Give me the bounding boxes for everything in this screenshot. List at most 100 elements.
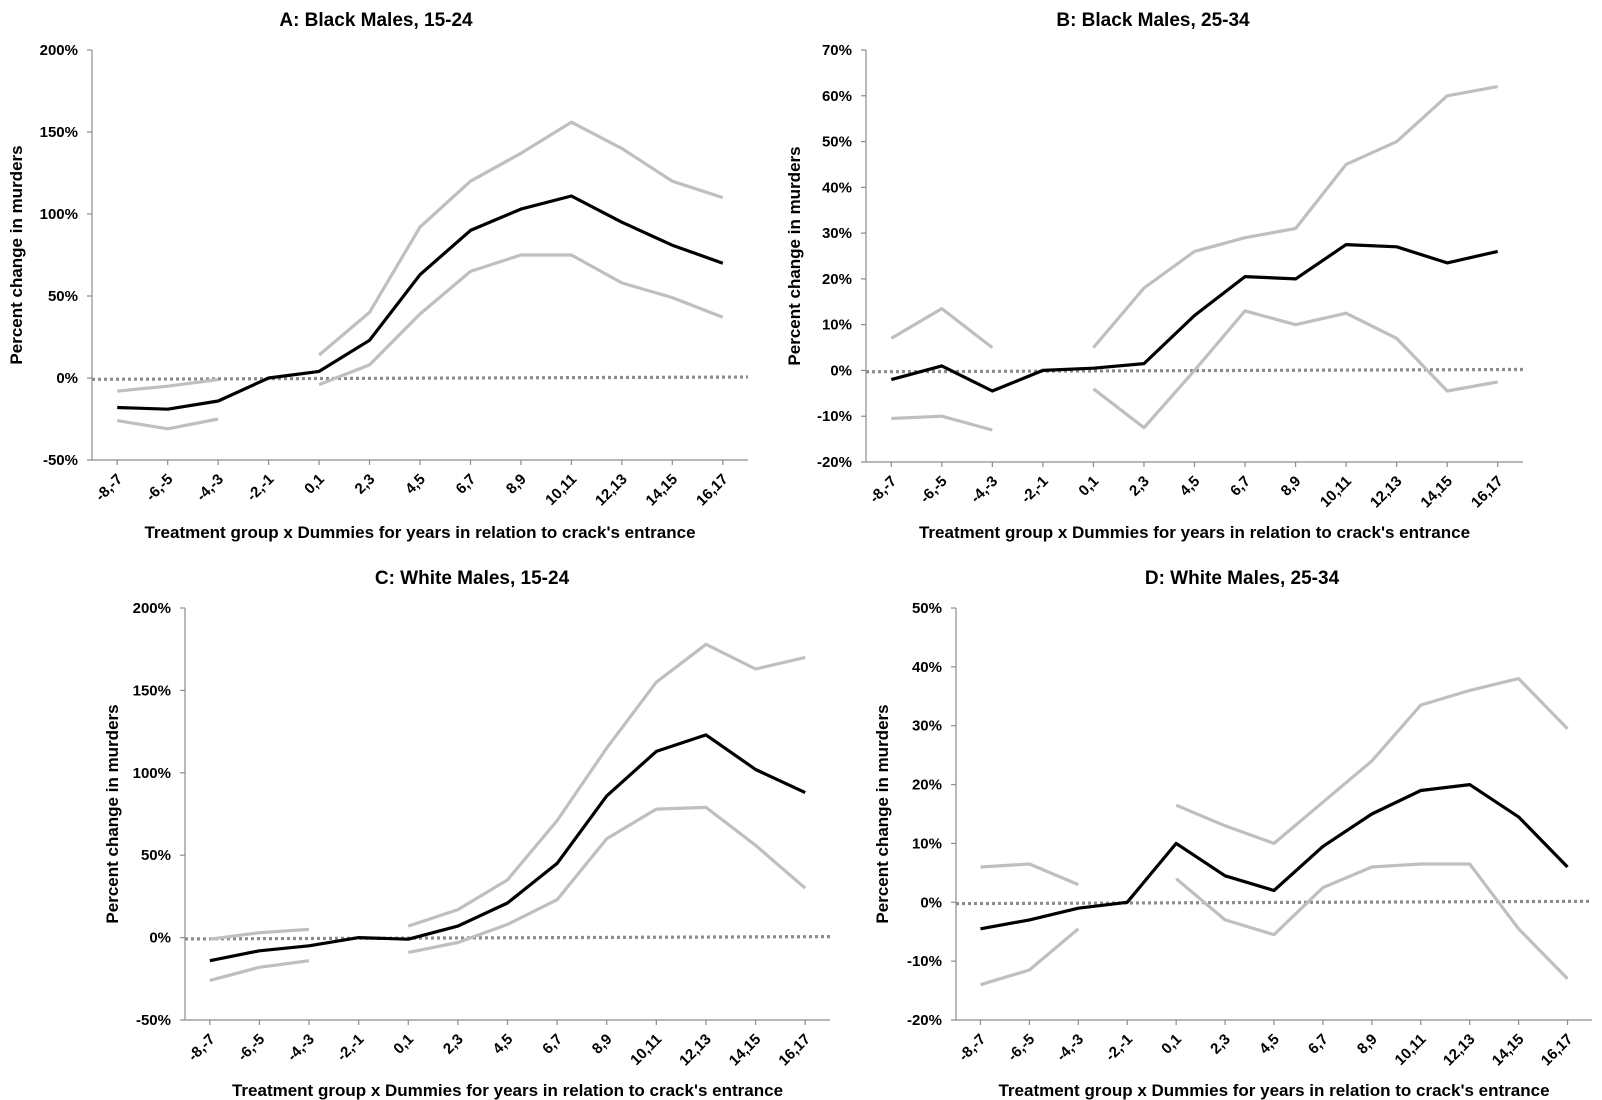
panel-a-y-tick-label: -50% xyxy=(43,452,78,469)
panel-a-x-tick-label: -8,-7 xyxy=(92,471,126,505)
panel-d-x-tick-label: -8,-7 xyxy=(955,1031,989,1065)
panel-c-y-tick-label: 150% xyxy=(133,682,171,699)
panel-c-x-tick-label: 10,11 xyxy=(627,1031,665,1069)
panel-d-x-tick-label: 4,5 xyxy=(1256,1031,1283,1058)
panel-b-x-tick-label: 12,13 xyxy=(1367,473,1406,512)
panel-a-x-tick-label: -4,-3 xyxy=(193,471,227,505)
panel-b-x-tick-label: 6,7 xyxy=(1227,473,1254,500)
panel-d-series-zero xyxy=(955,899,1593,906)
panel-a-x-tick-label: -2,-1 xyxy=(244,471,278,505)
panel-b-y-tick-label: 60% xyxy=(822,88,852,105)
panel-c-x-tick-label: 4,5 xyxy=(490,1031,517,1058)
panel-d-series-lower xyxy=(980,862,1569,987)
panel-d-title: D: White Males, 25-34 xyxy=(1145,568,1340,589)
panel-d-x-tick-label: 2,3 xyxy=(1207,1031,1234,1058)
panel-b-y-tick-label: -10% xyxy=(817,408,852,425)
panel-c-x-tick-label: -2,-1 xyxy=(334,1031,368,1065)
panel-a-y-tick-label: 0% xyxy=(56,370,78,387)
panel-d-y-tick-label: 10% xyxy=(912,835,942,852)
panel-b-series-lower xyxy=(891,309,1498,432)
panel-b-x-tick-label: -6,-5 xyxy=(917,473,951,507)
panel-b-y-tick-label: 70% xyxy=(822,42,852,59)
panel-c-x-tick-label: -4,-3 xyxy=(284,1031,318,1065)
panel-b: B: Black Males, 25-34 -20% -10% 0% 10% 20% 30%… xyxy=(785,10,1524,542)
panel-c-x-tick-label: 14,15 xyxy=(726,1031,765,1070)
panel-b-y-tick-label: 50% xyxy=(822,134,852,151)
panel-d-x-tick-label: -6,-5 xyxy=(1004,1031,1038,1065)
panel-a-x-tick-label: 12,13 xyxy=(592,471,631,510)
panel-b-x-tick-label: 0,1 xyxy=(1075,473,1102,500)
panel-c-y-tick-label: 200% xyxy=(133,600,171,617)
panel-c-y-tick-label: 50% xyxy=(141,847,171,864)
panel-d-y-tick-label: 0% xyxy=(920,894,942,911)
panel-b-y-tick-label: 20% xyxy=(822,271,852,288)
panel-b-x-tick-label: 2,3 xyxy=(1126,473,1153,500)
panel-c-x-tick-label: -8,-7 xyxy=(185,1031,219,1065)
panel-b-x-tick-label: -2,-1 xyxy=(1018,473,1052,507)
panel-b-x-tick-label: 4,5 xyxy=(1177,473,1204,500)
panel-a-x-axis-label: Treatment group x Dummies for years in r… xyxy=(144,523,695,542)
panel-c: C: White Males, 15-24 -50% 0% 50% 100% 150% 20… xyxy=(103,568,831,1100)
panel-d-x-tick-label: 12,13 xyxy=(1440,1031,1479,1070)
panel-a-series-upper xyxy=(117,120,724,393)
panel-a-x-tick-label: 14,15 xyxy=(643,471,682,510)
panel-a-y-tick-label: 150% xyxy=(40,124,78,141)
panel-a-x-tick-label: -6,-5 xyxy=(143,471,177,505)
panel-d-y-tick-label: 40% xyxy=(912,659,942,676)
panel-a-x-tick-label: 0,1 xyxy=(301,471,328,498)
panel-d-x-tick-label: 10,11 xyxy=(1392,1031,1430,1069)
panel-a-x-tick-label: 8,9 xyxy=(503,471,530,498)
panel-c-x-axis-label: Treatment group x Dummies for years in r… xyxy=(232,1081,783,1100)
panel-a-x-tick-label: 16,17 xyxy=(693,471,732,510)
panel-d-y-tick-label: 20% xyxy=(912,777,942,794)
panel-d-series-upper xyxy=(980,677,1569,887)
panel-b-series-estimate xyxy=(890,243,1499,393)
panel-d-y-tick-label: 30% xyxy=(912,718,942,735)
panel-a-series-lower xyxy=(116,253,724,431)
panel-d-x-tick-label: -2,-1 xyxy=(1102,1031,1136,1065)
panel-a-series-zero xyxy=(91,375,749,381)
panel-a-y-axis-label: Percent change in murders xyxy=(7,145,26,364)
panel-c-y-tick-label: 100% xyxy=(133,765,171,782)
panel-d-series-estimate xyxy=(980,783,1569,931)
panel-a-series-estimate xyxy=(117,194,724,411)
panel-b-x-tick-label: 10,11 xyxy=(1317,473,1355,511)
panel-d: D: White Males, 25-34 -20% -10% 0% 10% 20% 30%… xyxy=(873,568,1593,1100)
panel-b-x-axis-label: Treatment group x Dummies for years in r… xyxy=(919,523,1470,542)
panel-b-series-zero xyxy=(865,367,1524,374)
panel-b-y-axis-label: Percent change in murders xyxy=(785,146,804,365)
panel-b-x-tick-label: -8,-7 xyxy=(866,473,900,507)
panel-b-y-tick-label: 30% xyxy=(822,225,852,242)
panel-d-y-axis-label: Percent change in murders xyxy=(873,704,892,923)
panel-d-x-tick-label: -4,-3 xyxy=(1053,1031,1087,1065)
panel-a-title: A: Black Males, 15-24 xyxy=(279,10,473,31)
panel-c-x-tick-label: 12,13 xyxy=(676,1031,715,1070)
panel-d-x-tick-label: 14,15 xyxy=(1489,1031,1528,1070)
panel-c-y-tick-label: 0% xyxy=(149,930,171,947)
panel-c-series-lower xyxy=(209,805,807,982)
panel-b-x-tick-label: 16,17 xyxy=(1468,473,1507,512)
panel-a-y-tick-label: 50% xyxy=(48,288,78,305)
panel-b-y-tick-label: 40% xyxy=(822,179,852,196)
panel-c-y-axis-label: Percent change in murders xyxy=(103,704,122,923)
panel-d-y-tick-label: -20% xyxy=(907,1012,942,1029)
panel-c-x-tick-label: 16,17 xyxy=(775,1031,814,1070)
panel-a-x-tick-label: 10,11 xyxy=(542,471,580,509)
panel-b-series-upper xyxy=(890,85,1498,349)
panel-c-x-tick-label: 6,7 xyxy=(539,1031,566,1058)
panel-c-x-tick-label: 2,3 xyxy=(440,1031,467,1058)
panel-d-y-tick-label: 50% xyxy=(912,600,942,617)
panel-b-x-tick-label: -4,-3 xyxy=(967,473,1001,507)
panel-c-x-tick-label: 8,9 xyxy=(589,1031,616,1058)
panel-a: A: Black Males, 15-24 -50% 0% 50% 100% 150% 20… xyxy=(7,10,749,542)
panel-b-x-tick-label: 14,15 xyxy=(1417,473,1456,512)
panel-d-y-tick-label: -10% xyxy=(907,953,942,970)
panel-a-x-tick-label: 6,7 xyxy=(453,471,480,498)
panel-c-x-tick-label: -6,-5 xyxy=(234,1031,268,1065)
panel-c-y-tick-label: -50% xyxy=(136,1012,171,1029)
panel-c-title: C: White Males, 15-24 xyxy=(375,568,570,589)
panel-a-x-tick-label: 2,3 xyxy=(352,471,379,498)
panel-d-x-axis-label: Treatment group x Dummies for years in r… xyxy=(998,1081,1549,1100)
panel-b-y-tick-label: 0% xyxy=(830,362,852,379)
